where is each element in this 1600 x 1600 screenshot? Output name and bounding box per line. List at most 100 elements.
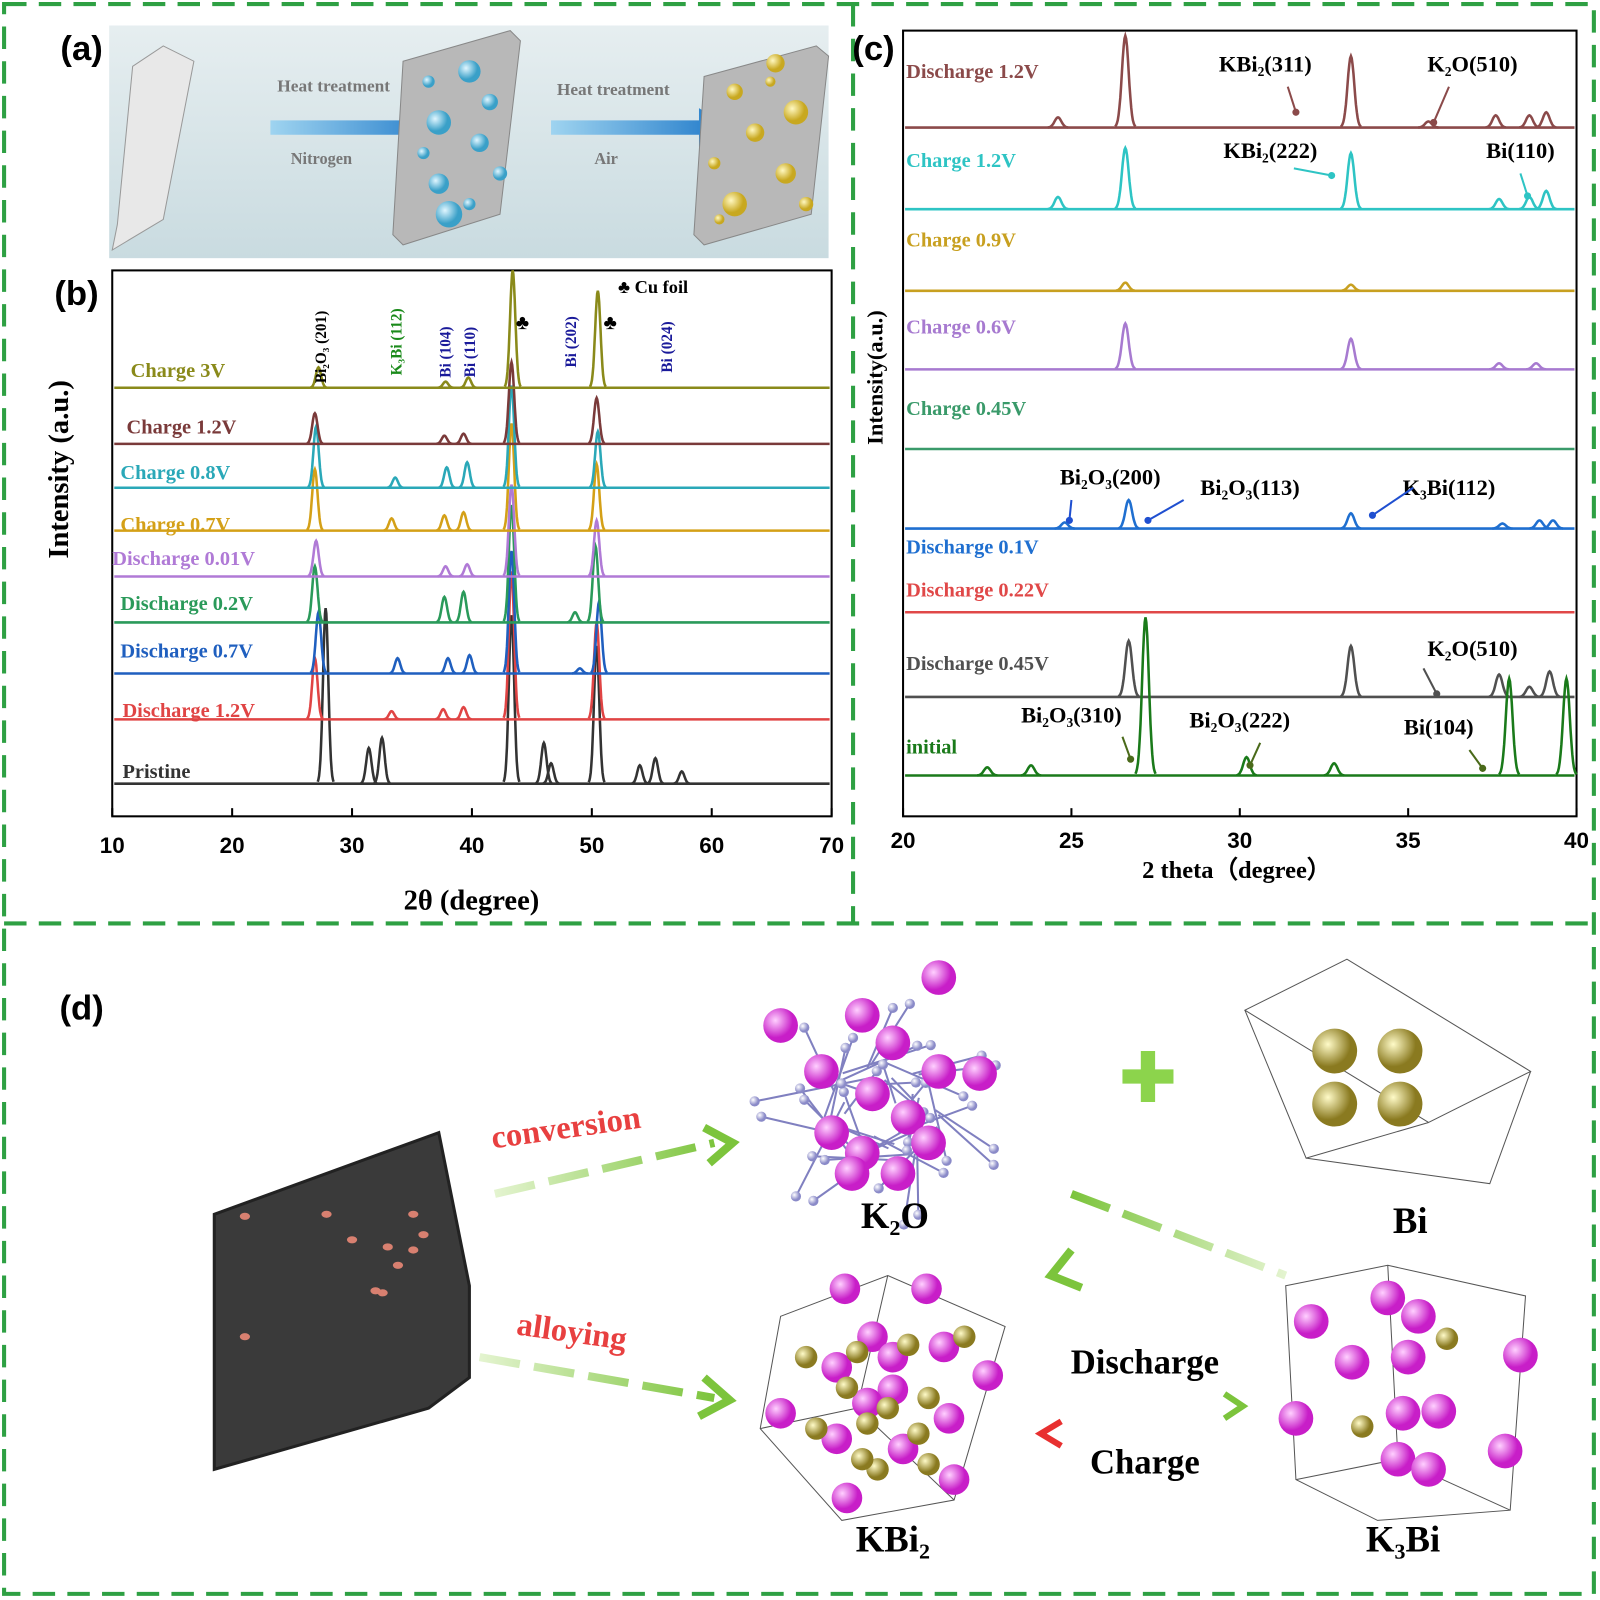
panel-a-schematic: [109, 25, 830, 259]
x-tick-label: 30: [1227, 828, 1252, 853]
peak: [436, 513, 453, 532]
particle: [708, 157, 721, 170]
peak: [310, 365, 327, 389]
particle: [346, 1236, 358, 1244]
particle: [458, 60, 481, 83]
x-tick-label: 35: [1396, 828, 1421, 853]
particle: [392, 1261, 404, 1269]
peak: [1488, 672, 1510, 698]
peak: [306, 465, 324, 531]
peak: [502, 571, 521, 719]
peak: [502, 504, 521, 622]
annotation-arrow: [1371, 486, 1414, 517]
atom: [845, 1340, 869, 1364]
atom: [1312, 1081, 1358, 1127]
atom: [904, 998, 915, 1009]
step-label: Heat treatment: [277, 77, 390, 96]
x-tick-label: 50: [579, 833, 604, 858]
atom: [958, 1091, 969, 1102]
peak: [1323, 761, 1345, 777]
atom: [921, 1054, 957, 1089]
atom: [805, 1417, 828, 1440]
atom: [913, 1209, 924, 1220]
bond: [841, 1126, 895, 1146]
peak: [1054, 521, 1075, 530]
particle: [408, 1246, 419, 1254]
particle: [321, 1210, 332, 1218]
atom: [856, 1412, 879, 1435]
atom: [1334, 1344, 1370, 1380]
x-tick-label: 30: [340, 833, 365, 858]
particle: [481, 93, 498, 111]
peak: [1047, 195, 1069, 211]
atom: [1278, 1401, 1314, 1436]
legend-label: Charge 0.8V: [120, 462, 230, 484]
legend-label: Discharge 0.22V: [906, 580, 1049, 602]
legend-label: Discharge 0.7V: [120, 641, 253, 663]
panel-label: (b): [54, 275, 98, 313]
phase-label: K₂O: [861, 1195, 929, 1236]
peak: [1339, 150, 1362, 210]
atom: [890, 1100, 926, 1135]
legend-label: Charge 3V: [131, 360, 226, 382]
atom: [938, 1167, 949, 1178]
bond: [937, 1113, 995, 1166]
particle: [726, 83, 743, 100]
atom: [875, 1025, 911, 1061]
peak: [976, 766, 998, 777]
peak: [307, 422, 325, 488]
peak: [316, 607, 335, 783]
peak: [435, 594, 453, 624]
atom: [988, 1159, 999, 1171]
bond: [754, 1077, 869, 1103]
arrow-head: [1433, 690, 1441, 698]
atom: [907, 1422, 930, 1445]
peak-label: Bi₂O₃(113): [1200, 475, 1299, 500]
atom: [835, 1376, 859, 1399]
x-tick-label: 60: [699, 833, 724, 858]
peak: [1236, 755, 1257, 777]
panel-label: (c): [852, 30, 894, 68]
peak: [502, 550, 521, 673]
particle: [426, 110, 452, 135]
particle: [766, 54, 785, 73]
atom: [840, 1042, 851, 1053]
legend-label: Discharge 0.2V: [120, 593, 253, 615]
x-tick-label: 10: [100, 833, 125, 858]
legend-label: initial: [906, 737, 957, 759]
atom: [917, 1453, 940, 1476]
peak: [502, 357, 521, 444]
atom: [925, 1039, 936, 1051]
process-label: Discharge: [1071, 1342, 1219, 1381]
annotation: ♣: [604, 312, 617, 334]
particle: [722, 191, 747, 217]
particle: [492, 166, 508, 181]
x-tick-label: 40: [459, 833, 484, 858]
atom: [896, 1333, 920, 1357]
peak: [436, 434, 453, 446]
particle: [470, 133, 489, 153]
peak: [587, 394, 606, 445]
x-axis-title: 2 theta（degree）: [1142, 856, 1331, 884]
atom: [917, 1386, 940, 1410]
process-label: alloying: [514, 1307, 629, 1358]
atom: [933, 1403, 965, 1434]
peak: [306, 654, 324, 720]
atom: [1503, 1337, 1538, 1373]
peak: [437, 564, 454, 578]
peak-label: Bi (110): [462, 327, 479, 378]
atom: [821, 1423, 853, 1455]
peak: [1340, 283, 1362, 292]
particle: [463, 197, 476, 211]
peak: [1535, 189, 1557, 211]
peak: [566, 610, 584, 624]
arrow-head: [1065, 516, 1073, 524]
peak: [458, 460, 476, 489]
peak: [1020, 763, 1042, 777]
particle: [765, 76, 776, 87]
atom: [844, 997, 880, 1033]
peak: [502, 423, 521, 531]
atom: [1385, 1395, 1421, 1431]
peak: [307, 538, 325, 578]
phase-label: K₃Bi: [1366, 1518, 1440, 1559]
